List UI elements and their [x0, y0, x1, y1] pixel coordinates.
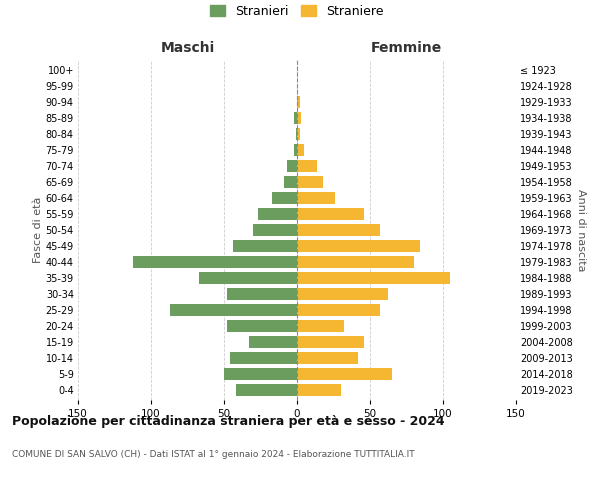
- Bar: [296, 128, 297, 140]
- Y-axis label: Fasce di età: Fasce di età: [32, 197, 43, 263]
- Bar: [297, 368, 392, 380]
- Bar: [297, 208, 364, 220]
- Bar: [297, 192, 335, 204]
- Text: Maschi: Maschi: [160, 41, 215, 55]
- Bar: [297, 112, 301, 124]
- Bar: [297, 320, 344, 332]
- Bar: [227, 320, 297, 332]
- Bar: [133, 256, 297, 268]
- Bar: [297, 96, 300, 108]
- Bar: [297, 304, 380, 316]
- Bar: [284, 176, 297, 188]
- Bar: [224, 368, 297, 380]
- Bar: [297, 160, 317, 172]
- Bar: [297, 176, 323, 188]
- Bar: [297, 240, 419, 252]
- Bar: [249, 336, 297, 348]
- Bar: [257, 208, 297, 220]
- Bar: [253, 224, 297, 236]
- Bar: [287, 160, 297, 172]
- Text: Femmine: Femmine: [371, 41, 442, 55]
- Bar: [294, 144, 297, 156]
- Bar: [199, 272, 297, 284]
- Bar: [297, 288, 388, 300]
- Bar: [297, 336, 364, 348]
- Bar: [297, 272, 451, 284]
- Bar: [297, 352, 358, 364]
- Bar: [297, 144, 304, 156]
- Legend: Stranieri, Straniere: Stranieri, Straniere: [210, 5, 384, 18]
- Text: COMUNE DI SAN SALVO (CH) - Dati ISTAT al 1° gennaio 2024 - Elaborazione TUTTITAL: COMUNE DI SAN SALVO (CH) - Dati ISTAT al…: [12, 450, 415, 459]
- Bar: [170, 304, 297, 316]
- Bar: [236, 384, 297, 396]
- Bar: [230, 352, 297, 364]
- Bar: [227, 288, 297, 300]
- Y-axis label: Anni di nascita: Anni di nascita: [576, 188, 586, 271]
- Bar: [272, 192, 297, 204]
- Bar: [297, 256, 414, 268]
- Bar: [233, 240, 297, 252]
- Bar: [294, 112, 297, 124]
- Bar: [297, 128, 300, 140]
- Bar: [297, 384, 341, 396]
- Text: Popolazione per cittadinanza straniera per età e sesso - 2024: Popolazione per cittadinanza straniera p…: [12, 415, 445, 428]
- Bar: [297, 224, 380, 236]
